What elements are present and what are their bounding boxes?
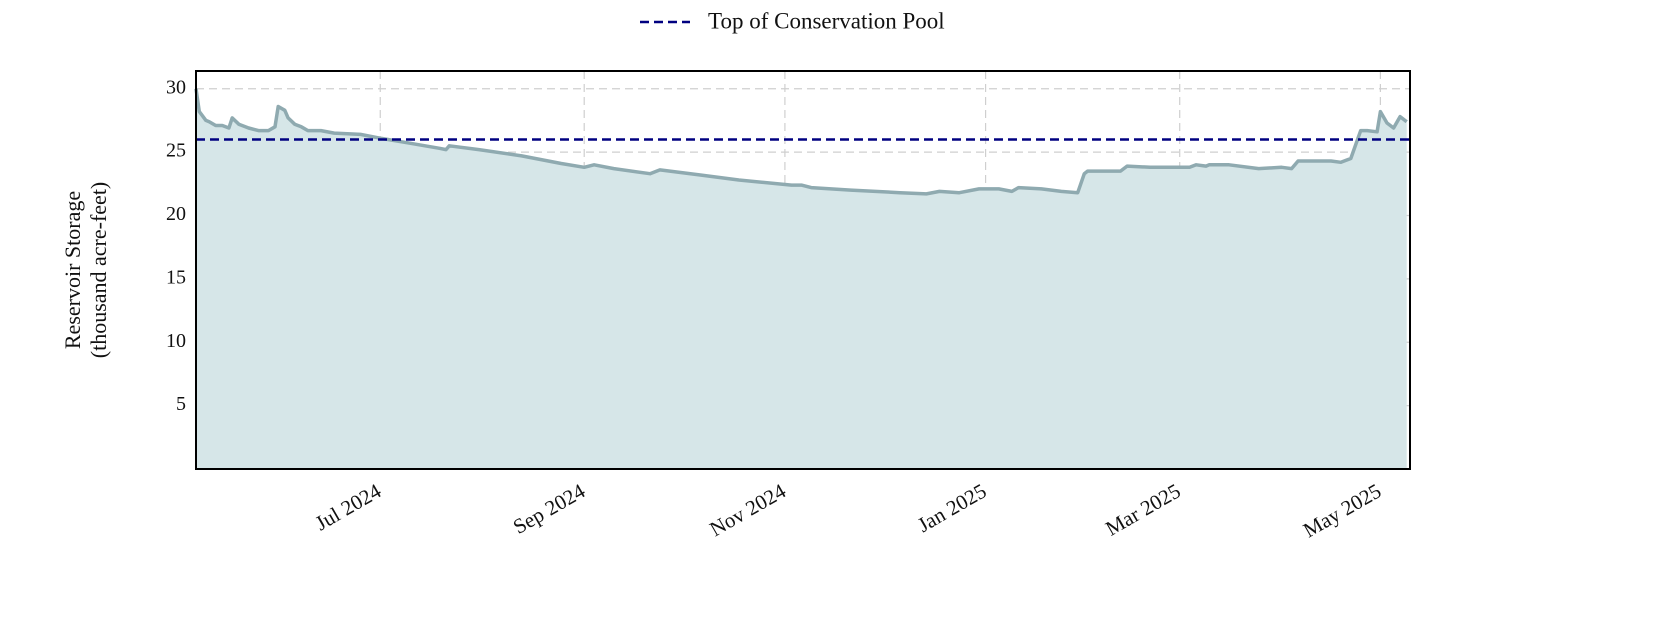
y-tick-label: 10 <box>166 330 186 352</box>
x-tick-label: Jan 2025 <box>913 479 990 537</box>
y-tick-label: 5 <box>176 393 186 415</box>
y-axis-label-line: (thousand acre-feet) <box>86 182 111 359</box>
x-tick-label: Nov 2024 <box>706 478 791 541</box>
plot-frame <box>195 70 1411 470</box>
x-tick-label: May 2025 <box>1299 479 1385 543</box>
x-tick-label: Jul 2024 <box>311 478 386 535</box>
x-tick-label: Sep 2024 <box>509 478 590 538</box>
x-tick-label: Mar 2025 <box>1101 479 1184 541</box>
y-tick-label: 15 <box>166 266 186 288</box>
area <box>196 88 1407 469</box>
y-axis-label-line: Reservoir Storage <box>60 191 85 349</box>
legend-label: Top of Conservation Pool <box>708 8 945 33</box>
line <box>194 88 1408 196</box>
y-tick-label: 20 <box>166 203 186 225</box>
y-tick-label: 30 <box>166 76 186 98</box>
y-tick-label: 25 <box>166 140 186 162</box>
y-axis-label: Reservoir Storage(thousand acre-feet) <box>60 182 111 359</box>
